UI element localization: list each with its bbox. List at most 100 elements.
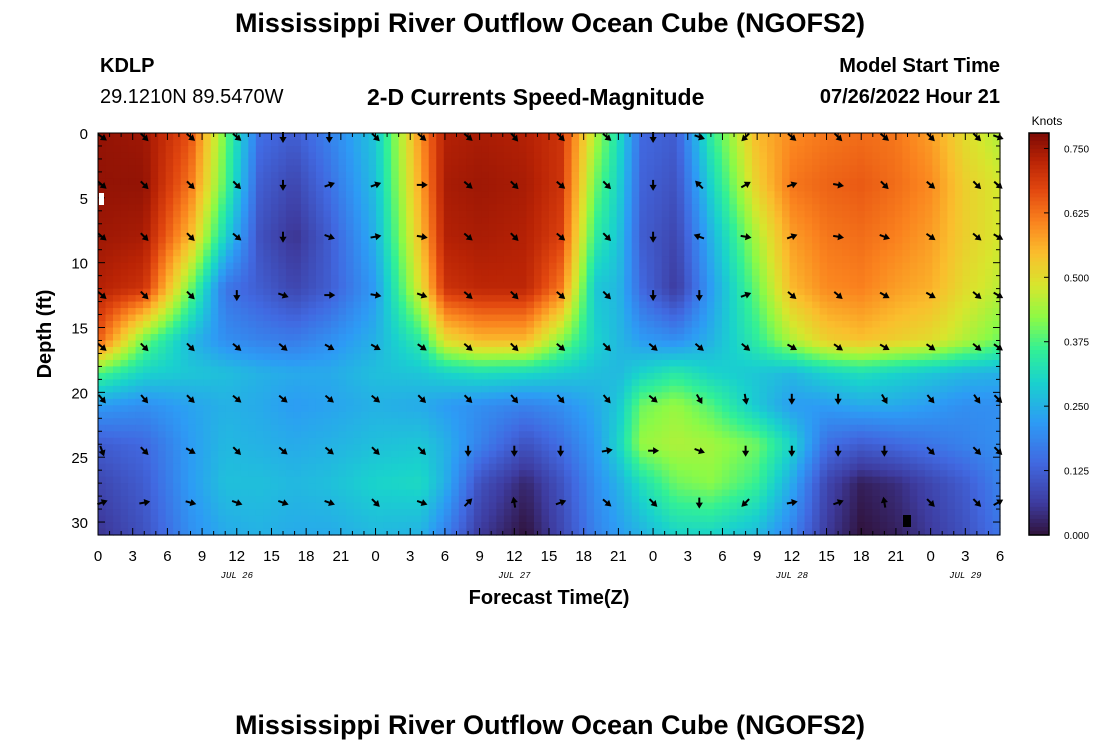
heatmap-cell (488, 230, 497, 238)
heatmap-cell (601, 398, 610, 406)
heatmap-cell (646, 236, 655, 244)
heatmap-cell (503, 269, 513, 277)
heatmap-cell (984, 243, 994, 251)
heatmap-cell (789, 346, 798, 355)
heatmap-cell (436, 165, 445, 173)
heatmap-cell (300, 204, 310, 212)
heatmap-cell (969, 184, 979, 192)
heatmap-cell (466, 353, 475, 361)
heatmap-cell (887, 353, 896, 361)
heatmap-cell (616, 184, 625, 192)
heatmap-cell (782, 223, 791, 231)
heatmap-cell (248, 145, 257, 154)
heatmap-cell (579, 379, 588, 387)
heatmap-cell (932, 236, 941, 244)
heatmap-cell (225, 334, 234, 342)
heatmap-cell (158, 145, 167, 154)
heatmap-cell (571, 249, 580, 257)
heatmap-cell (556, 321, 565, 329)
heatmap-cell (849, 171, 858, 179)
heatmap-cell (586, 139, 595, 147)
heatmap-cell (669, 308, 678, 316)
heatmap-cell (391, 262, 400, 270)
heatmap-cell (458, 236, 467, 244)
heatmap-cell (827, 346, 836, 355)
heatmap-cell (924, 269, 933, 277)
heatmap-cell (887, 217, 896, 225)
heatmap-cell (338, 197, 347, 205)
heatmap-cell (300, 262, 310, 270)
heatmap-cell (98, 249, 107, 257)
heatmap-cell (331, 275, 340, 283)
heatmap-cell (879, 314, 888, 322)
heatmap-cell (496, 197, 505, 205)
heatmap-cell (706, 256, 715, 264)
heatmap-cell (556, 249, 565, 257)
heatmap-cell (751, 321, 761, 329)
heatmap-cell (511, 223, 520, 231)
heatmap-cell (947, 184, 956, 192)
heatmap-cell (774, 230, 783, 238)
heatmap-cell (233, 334, 242, 342)
heatmap-cell (225, 249, 234, 257)
heatmap-cell (564, 145, 573, 154)
heatmap-cell (924, 282, 933, 290)
heatmap-cell (120, 334, 129, 342)
heatmap-cell (285, 133, 295, 141)
heatmap-cell (413, 398, 422, 406)
heatmap-cell (579, 191, 588, 199)
heatmap-cell (270, 197, 279, 205)
heatmap-cell (451, 171, 460, 179)
heatmap-cell (631, 385, 640, 393)
heatmap-cell (120, 145, 129, 154)
heatmap-cell (391, 308, 400, 316)
heatmap-cell (518, 152, 528, 160)
heatmap-cell (458, 334, 467, 342)
heatmap-cell (714, 171, 723, 179)
heatmap-cell (421, 392, 430, 400)
heatmap-cell (368, 295, 377, 303)
heatmap-cell (368, 334, 377, 342)
station-id: KDLP (100, 55, 155, 77)
heatmap-cell (797, 133, 806, 141)
heatmap-cell (864, 321, 873, 329)
heatmap-cell (338, 171, 347, 179)
heatmap-cell (984, 256, 994, 264)
heatmap-cell (894, 165, 903, 173)
heatmap-cell (721, 152, 730, 160)
heatmap-cell (436, 158, 445, 167)
heatmap-cell (684, 152, 693, 160)
heatmap-cell (398, 366, 407, 374)
heatmap-cell (676, 308, 685, 316)
heatmap-cell (98, 171, 107, 179)
heatmap-cell (616, 359, 625, 368)
heatmap-cell (503, 217, 513, 225)
heatmap-cell (120, 340, 129, 348)
heatmap-cell (248, 314, 257, 322)
heatmap-cell (676, 230, 685, 238)
heatmap-cell (842, 152, 851, 160)
heatmap-cell (421, 191, 430, 199)
heatmap-cell (346, 314, 355, 322)
heatmap-cell (654, 359, 663, 368)
heatmap-cell (992, 249, 1001, 257)
heatmap-cell (812, 152, 821, 160)
heatmap-cell (338, 301, 347, 309)
heatmap-cell (624, 359, 633, 368)
heatmap-cell (654, 346, 663, 355)
heatmap-cell (729, 372, 738, 380)
heatmap-cell (827, 353, 836, 361)
heatmap-cell (819, 327, 828, 335)
heatmap-cell (774, 295, 783, 303)
heatmap-cell (586, 256, 595, 264)
heatmap-cell (729, 262, 738, 270)
heatmap-cell (646, 308, 655, 316)
heatmap-cell (233, 249, 242, 257)
heatmap-cell (503, 308, 513, 316)
heatmap-cell (353, 282, 362, 290)
heatmap-cell (774, 301, 783, 309)
heatmap-cell (240, 184, 249, 192)
heatmap-cell (300, 379, 310, 387)
heatmap-cell (263, 334, 272, 342)
